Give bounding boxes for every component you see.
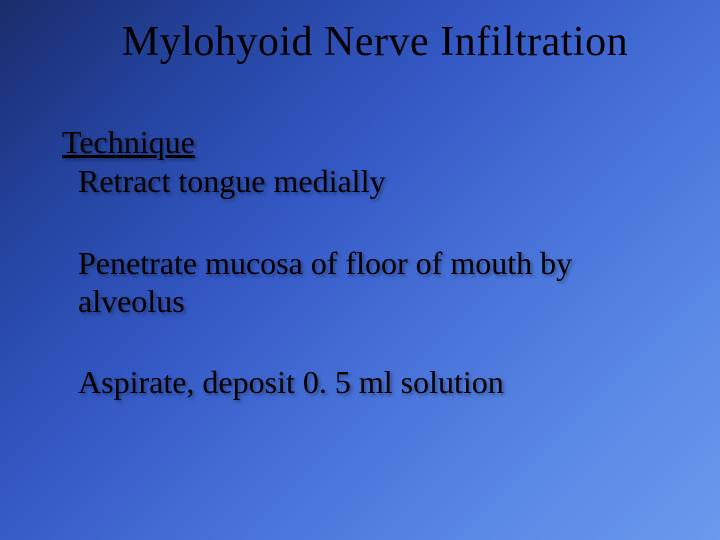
slide-title: Mylohyoid Nerve Infiltration <box>90 18 660 66</box>
bullet-point-1: Retract tongue medially <box>78 163 660 201</box>
slide: Mylohyoid Nerve Infiltration Technique R… <box>0 0 720 540</box>
bullet-point-2: Penetrate mucosa of floor of mouth by al… <box>78 245 660 321</box>
bullet-point-3: Aspirate, deposit 0. 5 ml solution <box>78 364 660 402</box>
subheading-technique: Technique <box>62 124 660 161</box>
